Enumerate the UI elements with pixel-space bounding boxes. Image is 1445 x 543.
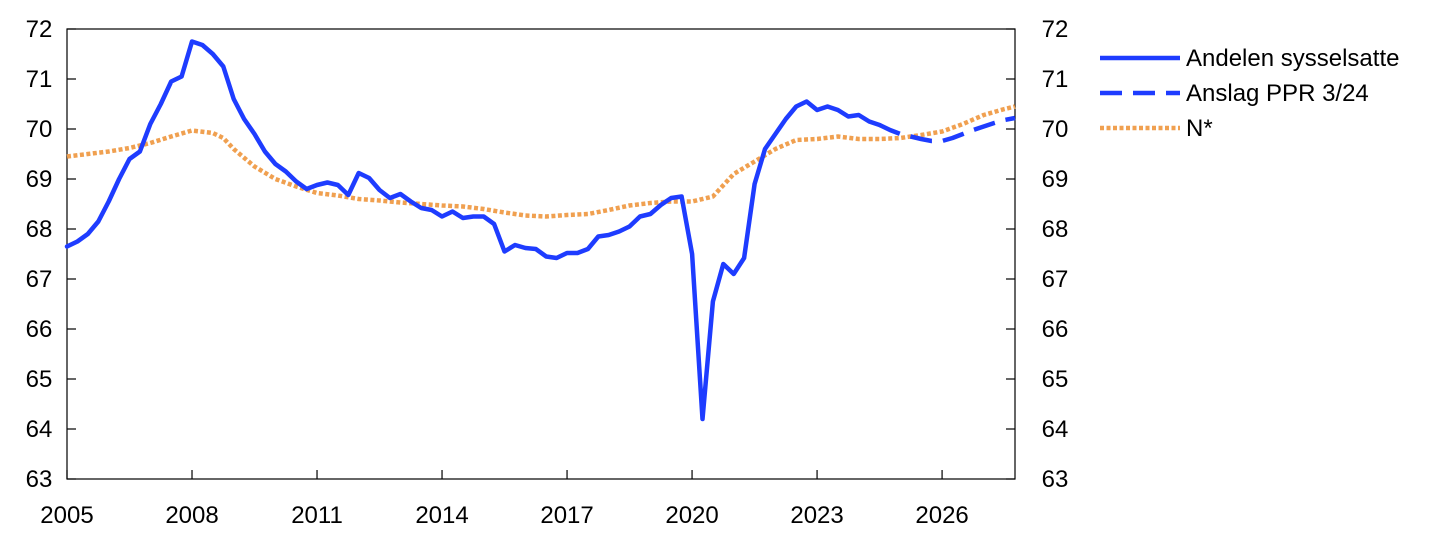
y-tick-label-left: 65	[26, 366, 53, 393]
legend-label: Anslag PPR 3/24	[1186, 80, 1369, 107]
axes-layer: 63 63 64 64 65 65 66 66 67 67 68 68 69 69 70 70 71 71 72 72…	[26, 16, 1069, 529]
x-tick-label: 2023	[790, 502, 843, 529]
y-tick-label-right: 67	[1042, 266, 1069, 293]
y-tick-label-right: 72	[1042, 16, 1069, 43]
plot-area	[66, 28, 1016, 480]
y-tick-label-right: 70	[1042, 116, 1069, 143]
x-tick-label: 2026	[915, 502, 968, 529]
legend-label: N*	[1186, 115, 1213, 142]
y-tick-label-right: 68	[1042, 216, 1069, 243]
y-tick-label-left: 68	[26, 216, 53, 243]
y-tick-label-right: 65	[1042, 366, 1069, 393]
y-tick-label-right: 64	[1042, 416, 1069, 443]
y-tick-label-right: 66	[1042, 316, 1069, 343]
series-layer	[64, 39, 1016, 422]
y-tick-label-left: 72	[26, 16, 53, 43]
y-tick-label-left: 63	[26, 466, 53, 493]
x-tick-label: 2011	[291, 502, 343, 529]
x-tick-label: 2020	[665, 502, 718, 529]
legend-label: Andelen sysselsatte	[1186, 45, 1399, 72]
y-tick-label-left: 69	[26, 166, 53, 193]
legend: Andelen sysselsatte Anslag PPR 3/24 N*	[1100, 45, 1399, 142]
y-tick-label-left: 66	[26, 316, 53, 343]
y-tick-label-left: 71	[26, 66, 53, 93]
plot-frame	[66, 28, 1016, 480]
y-tick-label-right: 63	[1042, 466, 1069, 493]
series-line-solid	[64, 39, 882, 422]
x-tick-label: 2005	[40, 502, 93, 529]
y-tick-label-left: 70	[26, 116, 53, 143]
series-line-dashed	[878, 115, 1016, 144]
y-tick-label-right: 71	[1042, 66, 1069, 93]
y-tick-label-left: 67	[26, 266, 53, 293]
x-tick-label: 2014	[415, 502, 468, 529]
y-tick-label-left: 64	[26, 416, 53, 443]
series-line-dotted	[66, 104, 1016, 219]
x-tick-label: 2008	[165, 502, 218, 529]
y-tick-label-right: 69	[1042, 166, 1069, 193]
x-tick-label: 2017	[540, 502, 593, 529]
